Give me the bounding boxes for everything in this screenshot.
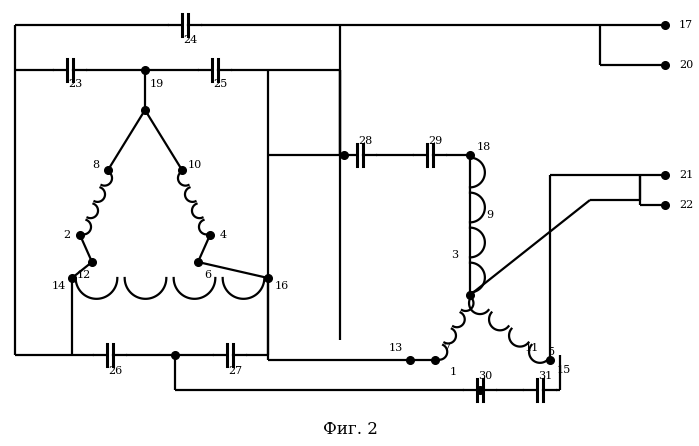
Text: 11: 11 xyxy=(525,343,539,353)
Text: 12: 12 xyxy=(77,270,91,280)
Text: 22: 22 xyxy=(679,200,693,210)
Text: 27: 27 xyxy=(228,366,242,376)
Text: 1: 1 xyxy=(449,367,456,377)
Text: 29: 29 xyxy=(428,136,442,146)
Text: 9: 9 xyxy=(487,210,493,220)
Text: 17: 17 xyxy=(679,20,693,30)
Text: 25: 25 xyxy=(213,79,227,89)
Text: 26: 26 xyxy=(108,366,122,376)
Text: Фиг. 2: Фиг. 2 xyxy=(322,421,377,438)
Text: 10: 10 xyxy=(188,160,202,170)
Text: 7: 7 xyxy=(443,343,450,353)
Text: 3: 3 xyxy=(452,250,459,260)
Text: 30: 30 xyxy=(478,371,492,381)
Text: 24: 24 xyxy=(183,35,197,45)
Text: 20: 20 xyxy=(679,60,693,70)
Text: 2: 2 xyxy=(64,230,71,240)
Text: 8: 8 xyxy=(92,160,99,170)
Text: 28: 28 xyxy=(358,136,372,146)
Text: 16: 16 xyxy=(275,281,289,291)
Text: 4: 4 xyxy=(219,230,226,240)
Text: 5: 5 xyxy=(549,347,556,357)
Text: 21: 21 xyxy=(679,170,693,180)
Text: 15: 15 xyxy=(557,365,571,375)
Text: 18: 18 xyxy=(477,142,491,152)
Text: 14: 14 xyxy=(52,281,66,291)
Text: 19: 19 xyxy=(150,79,164,89)
Text: 6: 6 xyxy=(204,270,212,280)
Text: 31: 31 xyxy=(538,371,552,381)
Text: 23: 23 xyxy=(68,79,82,89)
Text: 13: 13 xyxy=(389,343,403,353)
